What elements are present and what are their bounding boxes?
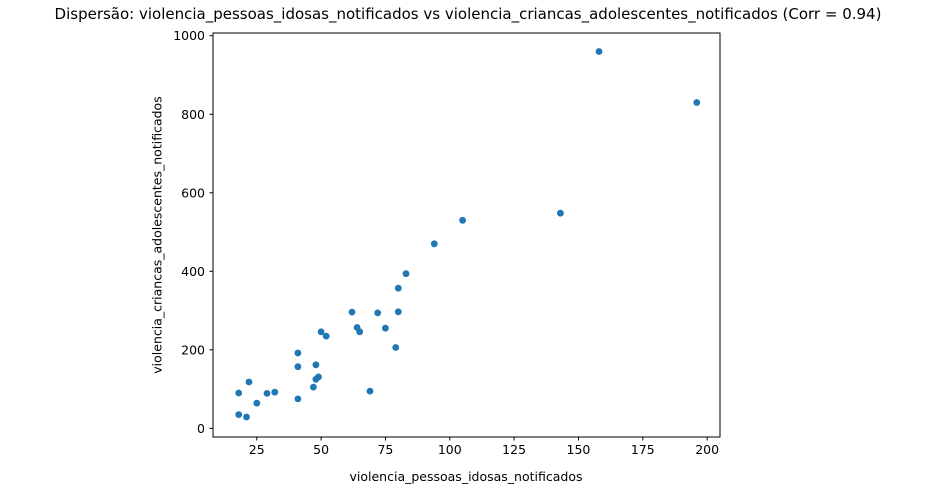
- data-point: [315, 373, 322, 381]
- x-tick-label: 125: [502, 442, 526, 457]
- data-point: [253, 399, 261, 407]
- data-point: [294, 349, 302, 357]
- data-point: [374, 309, 382, 317]
- x-tick-label: 100: [438, 442, 462, 457]
- x-tick-label: 50: [313, 442, 329, 457]
- plot-frame: [212, 32, 721, 438]
- x-axis-label: violencia_pessoas_idosas_notificados: [349, 469, 583, 484]
- data-point: [317, 328, 325, 336]
- y-tick-label: 400: [181, 264, 205, 279]
- data-point: [430, 240, 438, 248]
- y-tick-label: 200: [181, 342, 205, 357]
- data-point: [271, 388, 279, 396]
- x-tick-label: 175: [631, 442, 655, 457]
- data-point: [312, 361, 320, 369]
- x-tick-label: 75: [377, 442, 393, 457]
- data-point: [243, 413, 250, 421]
- data-point: [263, 390, 271, 397]
- data-point: [310, 383, 317, 391]
- data-point: [557, 209, 564, 217]
- data-point: [693, 99, 701, 106]
- x-tick-label: 150: [567, 442, 591, 457]
- x-tick-label: 200: [695, 442, 719, 457]
- y-tick-label: 0: [197, 421, 205, 436]
- data-point: [235, 389, 243, 397]
- y-tick-label: 800: [181, 107, 205, 122]
- data-point: [394, 284, 402, 292]
- data-point: [402, 270, 410, 278]
- x-tick-label: 25: [249, 442, 265, 457]
- y-tick-label: 600: [181, 185, 205, 200]
- data-point: [382, 324, 389, 332]
- data-point: [459, 216, 466, 224]
- data-point: [595, 48, 603, 55]
- y-tick-label: 1000: [173, 28, 205, 43]
- data-point: [353, 324, 361, 331]
- chart-title: Dispersão: violencia_pessoas_idosas_noti…: [54, 5, 882, 23]
- data-point: [366, 387, 374, 395]
- y-axis-label: violencia_criancas_adolescentes_notifica…: [149, 96, 165, 374]
- data-point: [294, 395, 302, 403]
- data-point: [394, 308, 402, 316]
- data-point: [294, 363, 302, 371]
- data-point: [245, 378, 253, 386]
- data-point: [235, 411, 243, 418]
- data-point: [322, 332, 330, 340]
- data-point: [392, 344, 400, 351]
- data-point: [348, 308, 356, 316]
